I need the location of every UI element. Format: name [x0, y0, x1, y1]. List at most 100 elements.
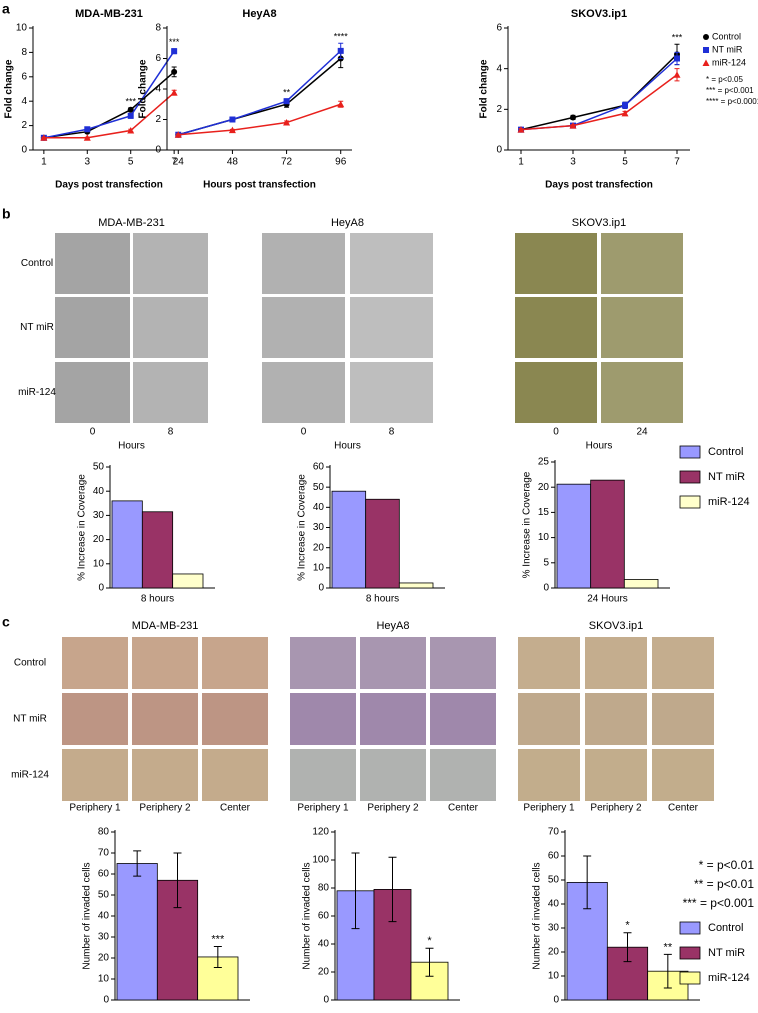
marker — [283, 119, 291, 126]
y-tick-label: 0 — [318, 583, 324, 594]
y-axis-label: Fold change — [4, 59, 15, 118]
micrograph — [518, 637, 580, 689]
annotation: *** — [125, 96, 136, 106]
error-bar — [583, 855, 592, 910]
micrograph — [62, 637, 128, 689]
y-tick-label: 50 — [93, 462, 105, 473]
note: ** = p<0.01 — [694, 877, 754, 891]
y-tick-label: 70 — [548, 827, 560, 838]
y-tick-label: 60 — [313, 462, 325, 473]
micrograph — [290, 693, 356, 745]
row-label: NT miR — [13, 714, 47, 725]
micrograph — [202, 693, 268, 745]
annotation: ** — [283, 87, 291, 97]
chart-title: SKOV3.ip1 — [571, 8, 627, 20]
y-tick-label: 20 — [98, 953, 110, 964]
legend-label: NT miR — [708, 947, 745, 959]
y-tick-label: 20 — [318, 967, 330, 978]
marker — [337, 100, 345, 108]
y-axis-label: % Increase in Coverage — [522, 471, 533, 578]
micrograph — [350, 362, 433, 423]
y-tick-label: 120 — [312, 827, 329, 838]
x-tick-label: 96 — [335, 157, 347, 168]
line — [43, 71, 175, 139]
legend-label: NT miR — [708, 471, 745, 483]
marker — [127, 126, 135, 134]
y-tick-label: 0 — [496, 145, 502, 156]
line — [520, 53, 678, 131]
micrograph — [290, 637, 356, 689]
y-tick-label: 0 — [21, 145, 27, 156]
y-tick-label: 8 — [21, 47, 27, 58]
y-tick-label: 10 — [93, 558, 105, 569]
micrograph — [360, 693, 426, 745]
error-bar — [133, 850, 142, 877]
marker — [171, 48, 178, 55]
y-axis-label: Fold change — [479, 59, 490, 118]
y-axis-label: Number of invaded cells — [302, 862, 313, 969]
y-tick-label: 30 — [93, 510, 105, 521]
error-bar — [388, 856, 397, 923]
line — [178, 50, 342, 136]
micrograph — [132, 749, 198, 801]
column-label: Periphery 1 — [523, 803, 575, 814]
y-tick-label: 5 — [543, 557, 549, 568]
panel-subtitle: MDA-MB-231 — [98, 217, 165, 229]
y-tick-label: 50 — [313, 482, 325, 493]
micrograph — [262, 233, 345, 294]
y-tick-label: 0 — [103, 995, 109, 1006]
y-tick-label: 8 — [155, 23, 161, 34]
marker — [40, 134, 48, 141]
marker — [622, 102, 628, 109]
bar — [331, 490, 367, 589]
micrograph — [350, 233, 433, 294]
marker — [84, 126, 91, 133]
micrograph — [585, 693, 647, 745]
y-tick-label: 15 — [538, 507, 550, 518]
bar — [590, 479, 625, 589]
y-tick-label: 50 — [548, 875, 560, 886]
micrograph — [430, 693, 496, 745]
x-tick-label: 8 hours — [141, 594, 174, 605]
legend-label: Control — [712, 31, 741, 41]
legend-swatch — [679, 971, 701, 985]
legend-label: NT miR — [712, 44, 743, 54]
x-tick-label: 5 — [622, 157, 628, 168]
marker — [702, 59, 710, 66]
y-tick-label: 2 — [155, 114, 161, 125]
y-tick-label: 40 — [98, 911, 110, 922]
column-label: 8 — [168, 427, 174, 438]
error-bar — [623, 932, 632, 963]
bar — [172, 573, 204, 589]
bar — [111, 500, 143, 589]
micrograph — [262, 297, 345, 358]
micrograph — [601, 297, 683, 358]
y-axis-label: Number of invaded cells — [532, 862, 543, 969]
column-label: 24 — [636, 427, 648, 438]
annotation: *** — [672, 33, 683, 43]
y-tick-label: 20 — [538, 482, 550, 493]
column-label: Periphery 2 — [367, 803, 419, 814]
marker — [569, 122, 577, 129]
legend-label: Control — [708, 446, 743, 458]
panel-subtitle: SKOV3.ip1 — [572, 217, 626, 229]
y-tick-label: 20 — [548, 947, 560, 958]
x-tick-label: 72 — [281, 157, 293, 168]
micrograph — [518, 693, 580, 745]
y-tick-label: 0 — [155, 145, 161, 156]
marker — [127, 112, 134, 119]
x-tick-label: 1 — [41, 157, 47, 168]
annotation: *** — [169, 37, 180, 47]
y-tick-label: 10 — [548, 971, 560, 982]
micrograph — [515, 297, 597, 358]
y-tick-label: 80 — [318, 883, 330, 894]
micrograph — [290, 749, 356, 801]
bar — [116, 863, 158, 1001]
micrograph — [132, 693, 198, 745]
y-tick-label: 4 — [496, 63, 502, 74]
y-tick-label: 30 — [313, 522, 325, 533]
micrograph — [515, 233, 597, 294]
x-axis-label: Days post transfection — [55, 180, 163, 191]
micrograph — [55, 362, 130, 423]
micrograph — [601, 362, 683, 423]
